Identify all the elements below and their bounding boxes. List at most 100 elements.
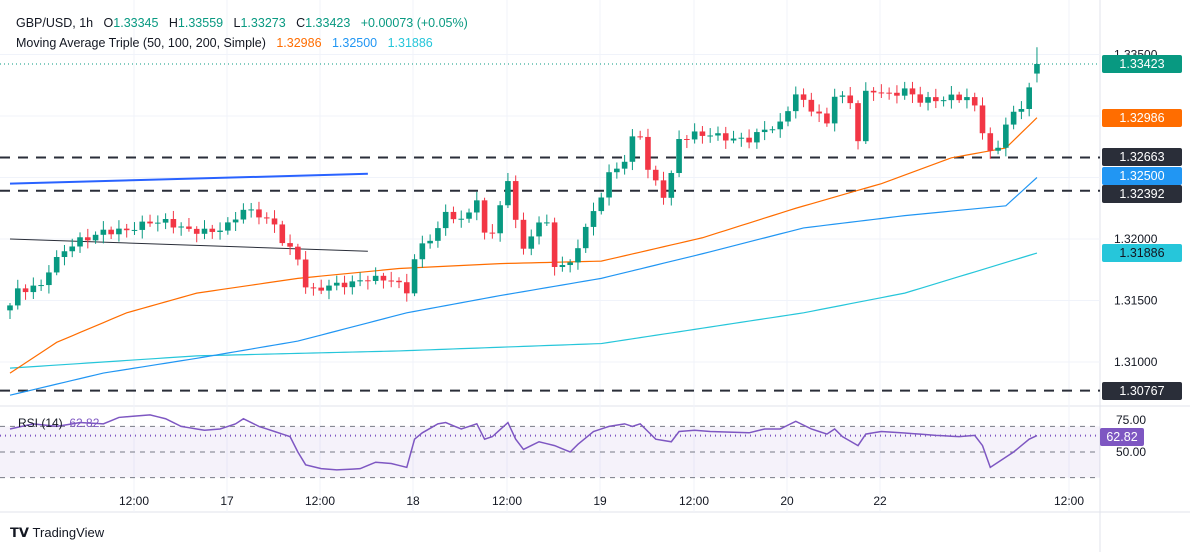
candle-body — [1010, 111, 1017, 125]
candle-body — [357, 280, 363, 282]
candle-body — [116, 228, 122, 235]
candle-body — [365, 280, 371, 282]
symbol-label: GBP/USD, 1h — [16, 16, 94, 30]
candle-body — [971, 97, 978, 106]
candle-body — [147, 221, 153, 224]
change-value: +0.00073 (+0.05%) — [360, 16, 468, 30]
candle-body — [855, 103, 861, 142]
price-label: 1.32986 — [1102, 108, 1182, 127]
candle-body — [878, 92, 885, 94]
candle-body — [77, 237, 83, 247]
rsi-value-label: 62.82 — [1100, 428, 1144, 446]
candle-body — [1026, 87, 1032, 109]
candle-body — [956, 94, 962, 101]
candle-body — [901, 88, 908, 96]
candle-body — [637, 136, 643, 138]
time-tick: 18 — [406, 494, 420, 508]
price-tick: 1.32000 — [1114, 232, 1158, 246]
candle-body — [544, 222, 550, 224]
candle-body — [707, 135, 713, 137]
candle-body — [256, 209, 262, 218]
price-label: 1.32663 — [1102, 148, 1182, 167]
open-label: O — [103, 16, 114, 30]
candle-body — [458, 218, 465, 220]
time-tick: 12:00 — [492, 494, 522, 508]
ma200-value: 1.31886 — [387, 36, 433, 50]
candle-body — [85, 237, 91, 241]
candle-body — [225, 222, 231, 231]
price-label: 1.30767 — [1102, 381, 1182, 400]
rsi-legend[interactable]: RSI (14) 62.82 — [18, 416, 99, 430]
candle-body — [987, 133, 994, 151]
price-tick: 1.31500 — [1114, 294, 1158, 308]
candle-body — [738, 137, 745, 139]
time-tick: 20 — [780, 494, 794, 508]
candle-body — [155, 222, 161, 224]
candle-body — [800, 94, 807, 100]
candle-body — [435, 228, 441, 241]
candle-body — [614, 168, 620, 173]
candle-body — [551, 222, 558, 267]
candle-body — [178, 226, 184, 228]
candle-body — [53, 257, 60, 273]
candle-body — [403, 282, 410, 294]
candle-body — [652, 169, 659, 181]
candle-body — [131, 229, 138, 231]
low-label: L — [233, 16, 241, 30]
candle-body — [248, 209, 254, 211]
price-label: 1.31886 — [1102, 244, 1182, 263]
candle-body — [1034, 63, 1040, 74]
candle-body — [933, 97, 939, 102]
candle-body — [722, 133, 729, 141]
candle-body — [536, 222, 542, 237]
candle-body — [341, 282, 348, 288]
rsi-tick-50: 50.00 — [1116, 445, 1147, 459]
candle-body — [870, 90, 877, 93]
candle-body — [847, 95, 854, 104]
time-tick: 22 — [873, 494, 887, 508]
candle-body — [621, 161, 628, 169]
candle-body — [263, 217, 270, 219]
candle-body — [645, 136, 651, 170]
candle-body — [201, 228, 208, 234]
candle-body — [474, 200, 480, 213]
tradingview-logo[interactable]: 𝗧𝗩 TradingView — [10, 525, 104, 541]
ma100-value: 1.32500 — [331, 36, 378, 50]
candle-body — [761, 129, 768, 133]
ma-title: Moving Average Triple (50, 100, 200, Sim… — [16, 36, 266, 50]
price-tick: 1.31000 — [1114, 355, 1158, 369]
candle-body — [349, 281, 356, 288]
candle-body — [287, 243, 293, 247]
low-value: 1.33273 — [240, 16, 286, 30]
candle-body — [69, 246, 76, 252]
candle-body — [14, 288, 21, 306]
ma-legend[interactable]: Moving Average Triple (50, 100, 200, Sim… — [16, 36, 433, 50]
candle-body — [22, 288, 29, 293]
candle-body — [139, 221, 146, 230]
time-tick: 12:00 — [119, 494, 149, 508]
candle-body — [559, 265, 566, 267]
candle-body — [30, 285, 37, 293]
ma200-line — [9, 252, 1038, 369]
candle-body — [909, 88, 916, 95]
price-label: 1.32392 — [1102, 184, 1182, 203]
high-label: H — [168, 16, 178, 30]
candle-body — [590, 211, 597, 227]
candle-body — [746, 137, 752, 143]
candle-body — [1018, 108, 1025, 112]
candle-body — [505, 181, 511, 206]
candle-body — [979, 105, 986, 134]
candle-body — [629, 136, 636, 162]
candle-body — [575, 248, 581, 263]
candle-body — [948, 94, 955, 101]
rsi-legend-value: 62.82 — [69, 416, 100, 430]
candle-body — [699, 131, 706, 136]
candle-body — [606, 172, 612, 198]
candle-body — [777, 121, 784, 130]
candle-body — [388, 280, 395, 282]
trendline — [9, 238, 368, 252]
candle-body — [582, 226, 589, 249]
candle-body — [894, 92, 900, 96]
